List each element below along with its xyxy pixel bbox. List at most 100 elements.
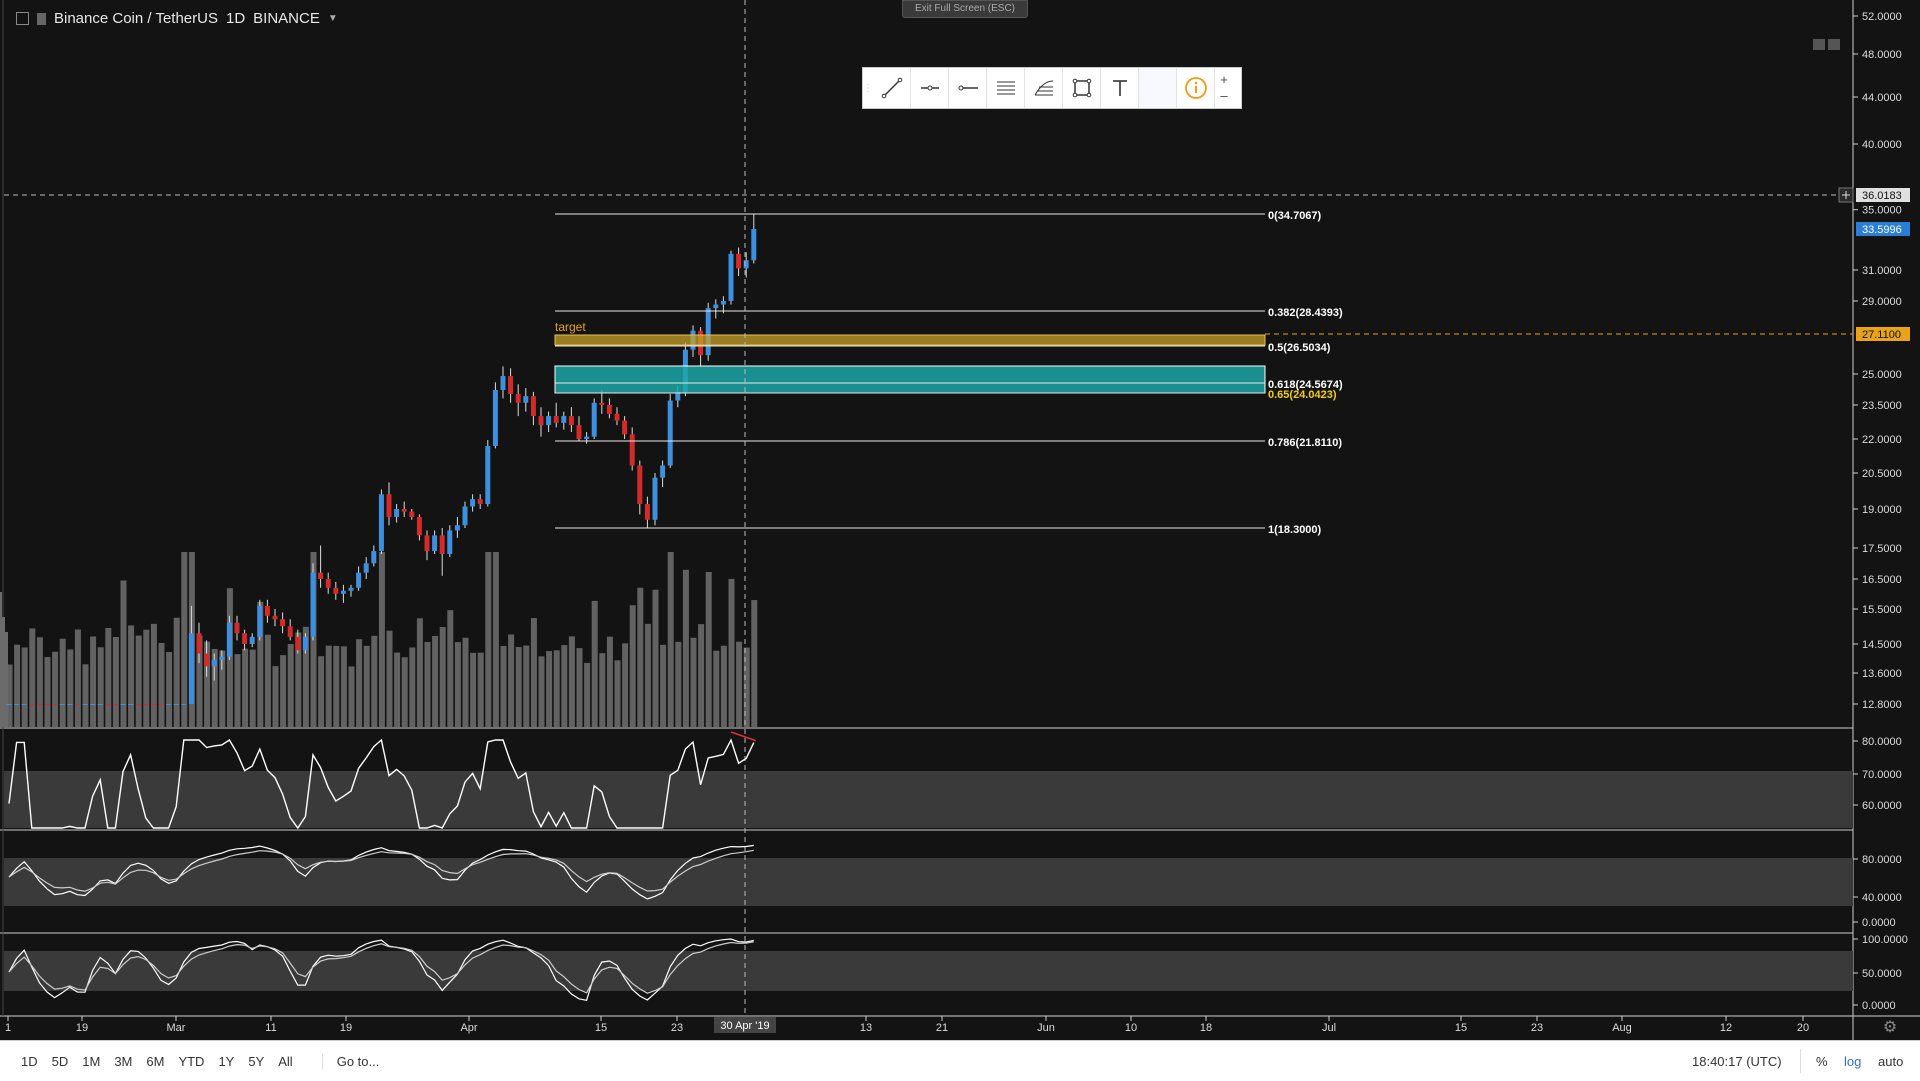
range-1y-button[interactable]: 1Y — [218, 1053, 235, 1069]
symbol-name[interactable]: Binance Coin / TetherUS — [54, 10, 218, 27]
drawing-toolbar: ⋮ + – — [862, 67, 1242, 109]
candle — [424, 535, 430, 552]
volume-bar — [409, 647, 416, 727]
time-label: 19 — [340, 1022, 352, 1034]
fib-level-label: 1(18.3000) — [1268, 524, 1322, 536]
candle — [310, 572, 316, 637]
candle — [158, 704, 164, 705]
support-zone[interactable] — [554, 365, 1266, 394]
indicator-label: 0.0000 — [1862, 1000, 1896, 1012]
indicator-label: 0.0000 — [1862, 917, 1896, 929]
volume-bar — [280, 655, 287, 727]
volume-bar — [211, 648, 218, 727]
blank-tool[interactable] — [1139, 68, 1177, 108]
volume-bar — [52, 651, 59, 727]
volume-bar — [105, 627, 112, 727]
osc2-d-line — [8, 941, 754, 994]
candle — [675, 391, 681, 401]
time-label: 19 — [76, 1022, 88, 1034]
rectangle-icon[interactable] — [1063, 68, 1101, 108]
target-zone[interactable] — [554, 334, 1266, 346]
volume-bar — [553, 650, 560, 727]
volume-bar — [150, 623, 157, 727]
candle — [546, 416, 552, 426]
volume-bar — [29, 628, 36, 727]
candle — [576, 425, 582, 439]
volume-bar — [591, 600, 598, 727]
candle — [409, 511, 415, 518]
auto-toggle[interactable]: auto — [1878, 1053, 1904, 1069]
range-ytd-button[interactable]: YTD — [178, 1053, 205, 1069]
candle — [204, 653, 210, 667]
range-5y-button[interactable]: 5Y — [248, 1053, 265, 1069]
candle — [36, 704, 42, 705]
candle — [705, 308, 711, 356]
volume-bar — [143, 629, 150, 727]
volume-bar — [67, 649, 74, 727]
clock[interactable]: 18:40:17 (UTC) — [1692, 1053, 1782, 1069]
volume-bar — [667, 552, 674, 727]
chevron-down-icon[interactable]: ▼ — [327, 13, 338, 24]
volume-bar — [690, 637, 697, 727]
info-icon[interactable] — [1177, 68, 1215, 108]
candle — [112, 704, 118, 705]
price-chart[interactable]: target 0(34.7067) 0.382(28.4393) 0.5(26.50… — [0, 0, 1920, 1040]
exchange[interactable]: BINANCE — [253, 10, 320, 27]
volume-bar — [257, 601, 264, 727]
horizontal-line-icon[interactable] — [949, 68, 987, 108]
rsi-divergence-line — [730, 731, 757, 742]
log-toggle[interactable]: log — [1844, 1053, 1862, 1069]
volume-bar — [568, 636, 575, 727]
horizontal-ray-icon[interactable] — [911, 68, 949, 108]
candle — [52, 704, 58, 705]
range-1m-button[interactable]: 1M — [82, 1053, 101, 1069]
candle — [394, 509, 400, 518]
interval[interactable]: 1D — [225, 10, 246, 27]
goto-button[interactable]: Go to... — [321, 1053, 379, 1069]
exit-fullscreen-button[interactable]: Exit Full Screen (ESC) — [902, 0, 1028, 18]
candle — [515, 393, 521, 403]
volume-bar — [705, 572, 712, 727]
candle — [272, 615, 278, 620]
candle — [188, 633, 194, 704]
volume-bar — [242, 648, 249, 727]
fib-level-label: 0.618(24.5674) — [1268, 379, 1343, 391]
candle — [728, 253, 734, 301]
expand-icon[interactable] — [16, 12, 29, 25]
volume-bar — [546, 651, 553, 727]
range-all-button[interactable]: All — [278, 1053, 293, 1069]
candle — [257, 605, 263, 637]
price-label: 15.5000 — [1862, 604, 1902, 616]
price-label: 48.0000 — [1862, 49, 1902, 61]
time-label: 12 — [1720, 1022, 1732, 1034]
osc1-d-line — [8, 849, 754, 892]
price-label: 29.0000 — [1862, 296, 1902, 308]
volume-bar — [637, 587, 644, 727]
range-1d-button[interactable]: 1D — [21, 1053, 38, 1069]
time-label: Aug — [1612, 1022, 1632, 1034]
volume-bar — [675, 641, 682, 727]
volume-bar — [743, 647, 750, 727]
candle — [713, 304, 719, 309]
volume-bar — [363, 645, 370, 727]
crosshair-plus-icon[interactable] — [1838, 187, 1854, 203]
fib-retracement-icon[interactable] — [1025, 68, 1063, 108]
range-6m-button[interactable]: 6M — [146, 1053, 165, 1069]
volume-bar — [736, 641, 743, 727]
pane-controls[interactable] — [1813, 39, 1840, 50]
toolbar-zoom[interactable]: + – — [1215, 72, 1233, 104]
fib-retracement[interactable]: 0(34.7067) 0.382(28.4393) 0.5(26.5034) 0.61… — [555, 210, 1343, 536]
minus-icon: – — [1220, 88, 1228, 103]
candle — [652, 477, 658, 520]
volume-bar — [584, 662, 591, 727]
parallel-channel-icon[interactable] — [987, 68, 1025, 108]
text-icon[interactable] — [1101, 68, 1139, 108]
trend-line-icon[interactable] — [873, 68, 911, 108]
range-3m-button[interactable]: 3M — [114, 1053, 133, 1069]
candle — [348, 587, 354, 591]
candle — [74, 704, 80, 705]
drag-handle-icon[interactable]: ⋮ — [863, 82, 873, 94]
range-5d-button[interactable]: 5D — [51, 1053, 69, 1069]
gear-icon[interactable]: ⚙ — [1882, 1019, 1898, 1036]
percent-toggle[interactable]: % — [1816, 1053, 1828, 1069]
